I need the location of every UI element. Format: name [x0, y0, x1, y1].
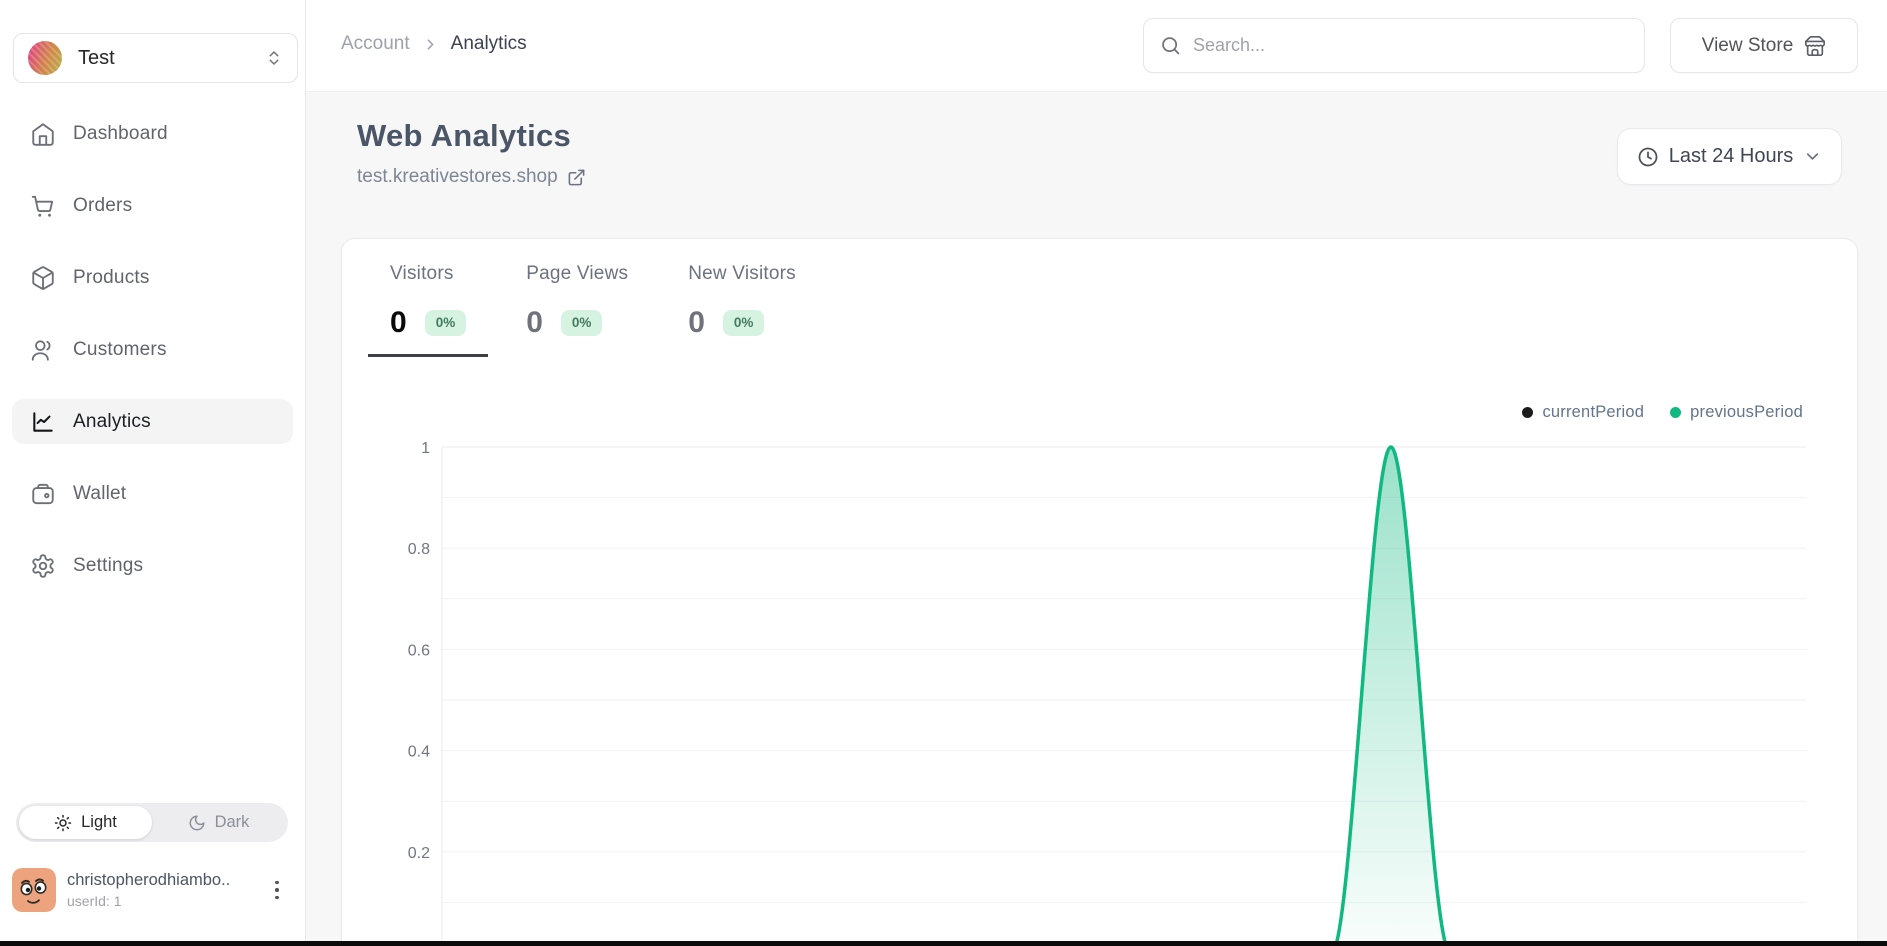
moon-icon [188, 814, 206, 832]
sidebar-nav: Dashboard Orders Products Customers Anal… [12, 111, 293, 615]
workspace-name: Test [78, 46, 115, 69]
chevron-right-icon [422, 36, 439, 53]
clock-icon [1637, 146, 1659, 168]
tab-value: 0 [526, 306, 543, 339]
theme-toggle: Light Dark [16, 803, 288, 842]
chevrons-up-down-icon [265, 49, 283, 67]
search-icon [1160, 35, 1181, 56]
tab-new-visitors[interactable]: New Visitors 0 0% [666, 263, 818, 357]
delta-badge: 0% [560, 310, 603, 336]
package-icon [30, 265, 56, 291]
sidebar-item-dashboard[interactable]: Dashboard [12, 111, 293, 156]
wallet-icon [30, 481, 56, 507]
legend-previous-period[interactable]: previousPeriod [1670, 403, 1803, 422]
chart-canvas: 1 0.8 0.6 0.4 0.2 [408, 440, 1806, 946]
workspace-selector[interactable]: Test [13, 33, 298, 83]
chart-legend: currentPeriod previousPeriod [1522, 403, 1803, 422]
tab-label: New Visitors [688, 263, 796, 284]
sidebar-item-label: Orders [73, 194, 133, 216]
sidebar-item-wallet[interactable]: Wallet [12, 471, 293, 516]
user-info: christopherodhiambo.. userId: 1 [67, 871, 265, 909]
cart-icon [30, 193, 56, 219]
theme-light-button[interactable]: Light [19, 806, 152, 839]
theme-dark-button[interactable]: Dark [152, 806, 285, 839]
tab-visitors[interactable]: Visitors 0 0% [368, 263, 489, 357]
tab-value: 0 [688, 306, 705, 339]
users-icon [30, 337, 56, 363]
topbar: Account Analytics View Store [306, 0, 1887, 92]
window-bottom-edge [0, 941, 1887, 946]
line-chart-icon [30, 409, 56, 435]
search-input[interactable] [1193, 35, 1628, 56]
sidebar-item-label: Customers [73, 338, 167, 360]
period-label: Last 24 Hours [1668, 145, 1794, 167]
content: Web Analytics test.kreativestores.shop L… [306, 92, 1887, 946]
workspace-avatar [28, 41, 62, 75]
sidebar-item-label: Analytics [73, 410, 151, 432]
gear-icon [30, 553, 56, 579]
theme-light-label: Light [81, 813, 117, 831]
tab-value: 0 [390, 306, 407, 339]
legend-current-period[interactable]: currentPeriod [1522, 403, 1644, 422]
sidebar-item-label: Wallet [73, 482, 127, 504]
search-box [1143, 18, 1645, 73]
store-domain-link[interactable]: test.kreativestores.shop [357, 166, 586, 188]
main-area: Account Analytics View Store Web Analyti… [306, 0, 1887, 946]
svg-text:1: 1 [421, 440, 430, 457]
view-store-label: View Store [1701, 34, 1794, 56]
sidebar-item-settings[interactable]: Settings [12, 543, 293, 588]
sidebar-item-products[interactable]: Products [12, 255, 293, 300]
store-icon [1804, 35, 1826, 57]
sidebar-item-orders[interactable]: Orders [12, 183, 293, 228]
sun-icon [54, 814, 72, 832]
external-link-icon [567, 168, 586, 187]
home-icon [30, 121, 56, 147]
theme-dark-label: Dark [214, 813, 250, 831]
chevron-down-icon [1803, 147, 1822, 166]
sidebar-item-analytics[interactable]: Analytics [12, 399, 293, 444]
sidebar: Test Dashboard Orders Products Customers… [0, 0, 306, 946]
sidebar-item-customers[interactable]: Customers [12, 327, 293, 372]
svg-text:0.4: 0.4 [408, 744, 430, 761]
breadcrumb: Account Analytics [341, 33, 527, 55]
user-avatar [12, 868, 56, 912]
tab-label: Page Views [526, 263, 629, 284]
svg-text:0.6: 0.6 [408, 642, 430, 659]
tab-label: Visitors [390, 263, 454, 284]
sidebar-item-label: Products [73, 266, 150, 288]
area-chart: 1 0.8 0.6 0.4 0.2 [342, 434, 1859, 946]
user-id: userId: 1 [67, 893, 122, 909]
legend-dot-icon [1670, 407, 1682, 418]
sidebar-item-label: Dashboard [73, 122, 168, 144]
profile-menu-button[interactable] [265, 875, 289, 905]
view-store-button[interactable]: View Store [1670, 18, 1858, 73]
metric-tabs: Visitors 0 0% Page Views 0 0% New Visito… [368, 263, 834, 357]
breadcrumb-account[interactable]: Account [341, 33, 410, 54]
delta-badge: 0% [722, 310, 765, 336]
user-name: christopherodhiambo.. [67, 871, 231, 889]
tab-page-views[interactable]: Page Views 0 0% [504, 263, 650, 357]
sidebar-item-label: Settings [73, 554, 144, 576]
analytics-card: Visitors 0 0% Page Views 0 0% New Visito… [341, 238, 1858, 946]
page-title: Web Analytics [357, 118, 572, 153]
delta-badge: 0% [424, 310, 467, 336]
store-domain: test.kreativestores.shop [357, 166, 558, 187]
breadcrumb-analytics: Analytics [450, 33, 527, 54]
period-dropdown[interactable]: Last 24 Hours [1617, 128, 1842, 185]
user-profile[interactable]: christopherodhiambo.. userId: 1 [12, 866, 295, 914]
legend-dot-icon [1522, 407, 1534, 418]
svg-text:0.8: 0.8 [408, 541, 430, 558]
svg-text:0.2: 0.2 [408, 845, 430, 862]
